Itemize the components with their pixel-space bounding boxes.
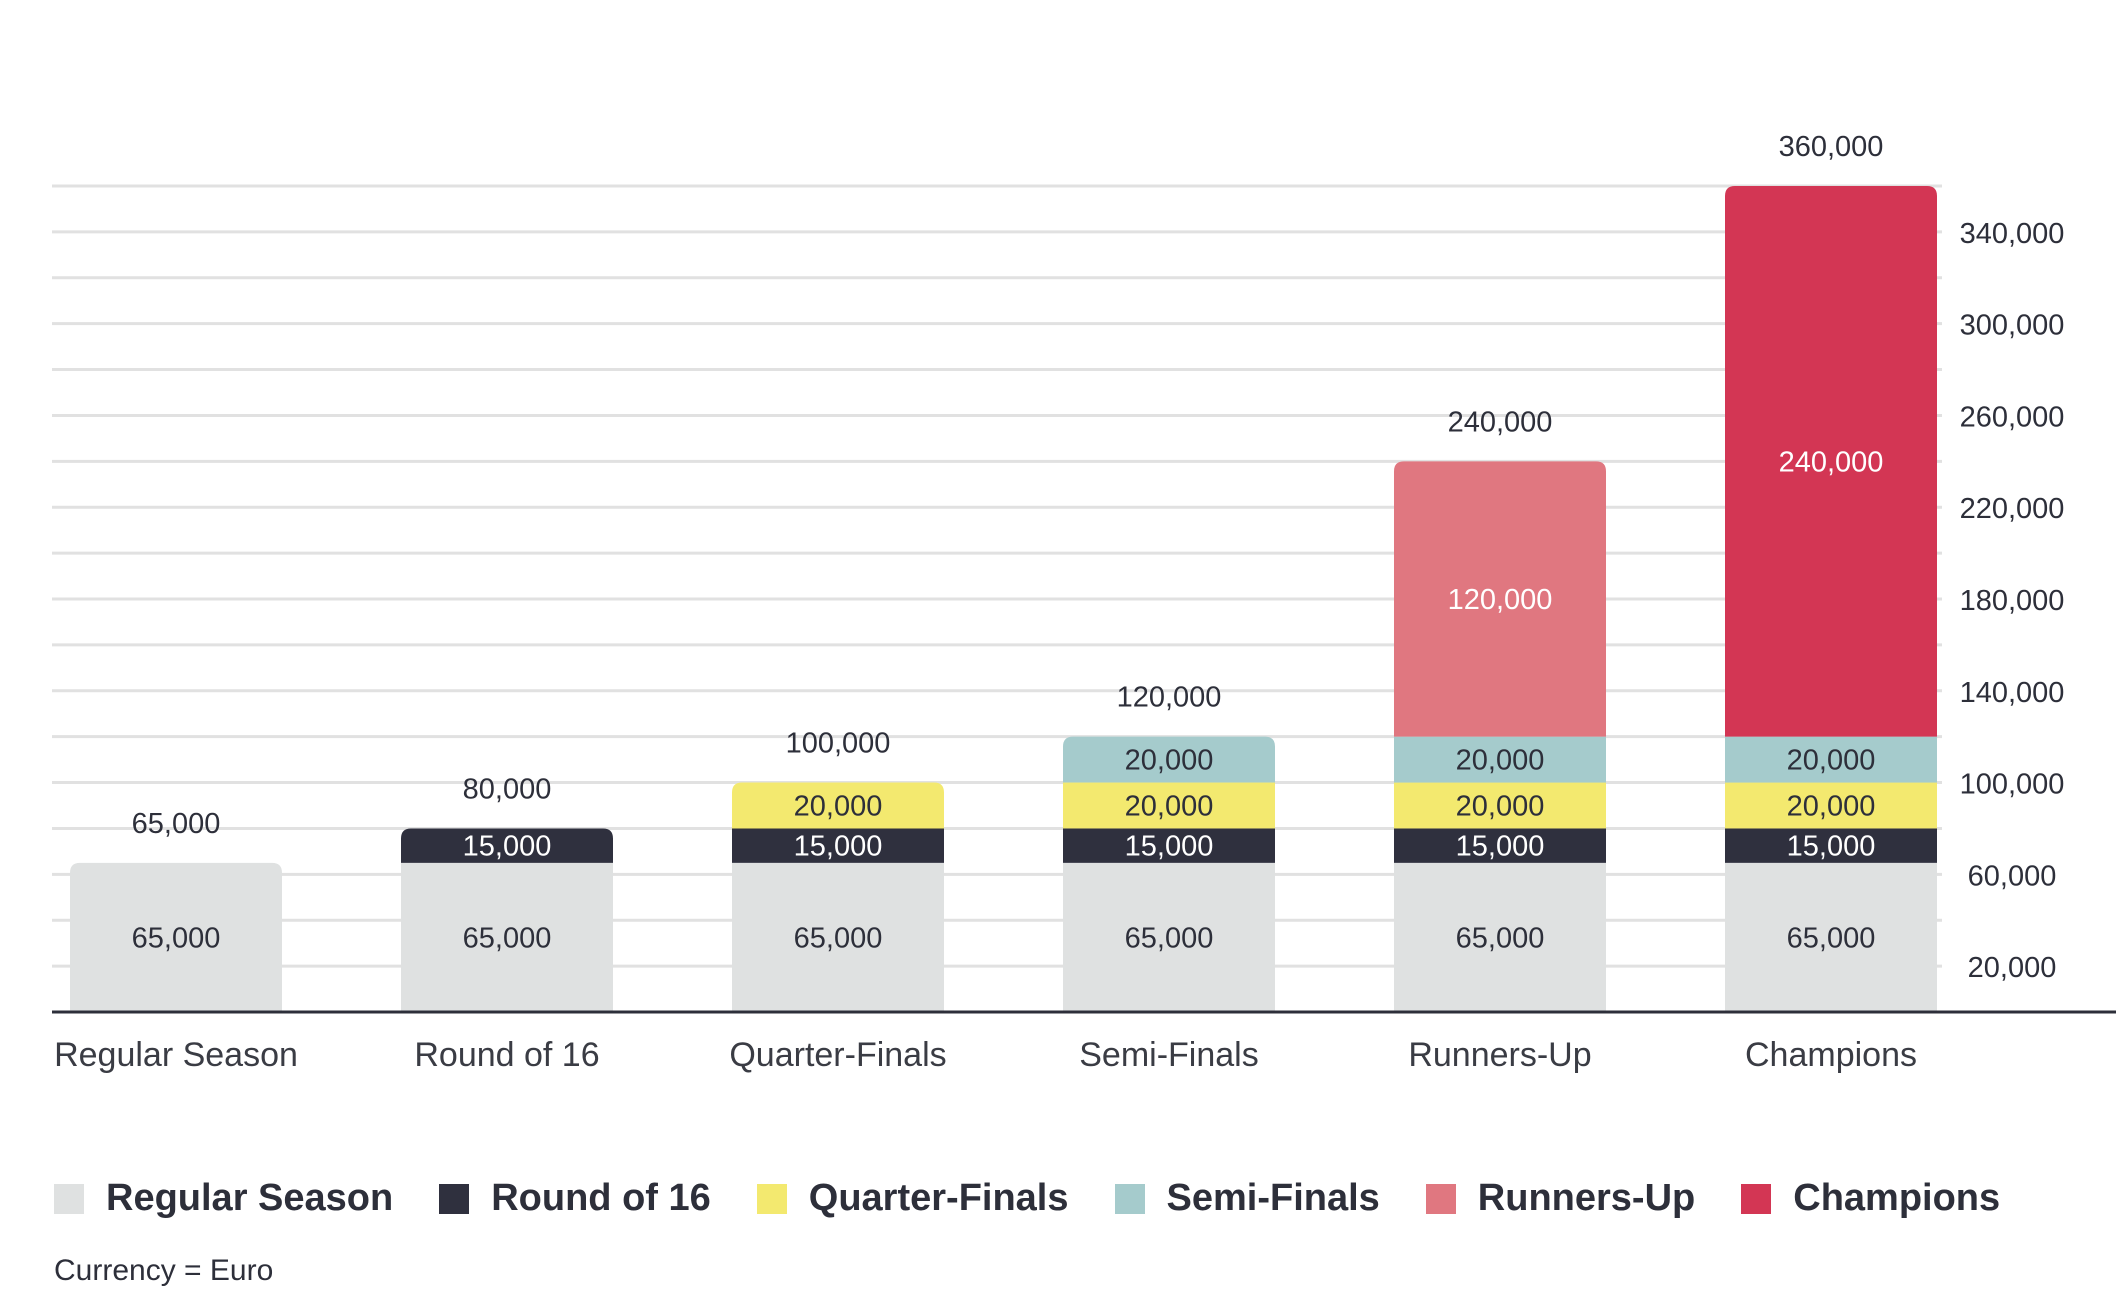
bar-value-label: 65,000	[463, 922, 552, 954]
legend-swatch	[1741, 1183, 1772, 1214]
gridlines	[52, 184, 1942, 968]
bar-value-label: 65,000	[794, 922, 883, 954]
bar-segment	[732, 862, 944, 1012]
y-tick-label: 260,000	[1960, 401, 2065, 433]
legend-label: Regular Season	[106, 1177, 394, 1219]
legend-swatch	[54, 1183, 84, 1214]
y-tick-label: 140,000	[1960, 677, 2065, 709]
bar-segment	[1394, 782, 1606, 829]
legend-item: Quarter-Finals	[756, 1177, 1069, 1220]
bar-segment	[401, 828, 613, 863]
bar-segment	[1725, 862, 1937, 1012]
bar-segment	[1063, 862, 1275, 1012]
bar-segment	[1063, 782, 1275, 829]
currency-note: Currency = Euro	[54, 1254, 274, 1287]
bar-value-label: 20,000	[1456, 745, 1545, 777]
bar-segment	[70, 862, 282, 1012]
bar-total-label: 65,000	[132, 808, 221, 840]
y-tick-label: 220,000	[1960, 493, 2065, 525]
bar-value-label: 65,000	[1125, 922, 1214, 954]
bar-value-label: 240,000	[1779, 446, 1884, 478]
legend-label: Semi-Finals	[1166, 1177, 1380, 1219]
bar-segment	[732, 782, 944, 829]
x-category-label: Semi-Finals	[1079, 1036, 1258, 1074]
y-tick-label: 60,000	[1968, 860, 2057, 892]
legend-item: Runners-Up	[1425, 1177, 1696, 1220]
legend-swatch	[1425, 1183, 1456, 1214]
legend-label: Quarter-Finals	[808, 1177, 1069, 1219]
legend-item: Regular Season	[54, 1177, 393, 1220]
legend-label: Champions	[1793, 1177, 2001, 1219]
legend-label: Runners-Up	[1477, 1177, 1696, 1219]
legend-item: Round of 16	[439, 1177, 711, 1220]
bar-value-label: 20,000	[1787, 745, 1876, 777]
bar-value-label: 120,000	[1448, 584, 1553, 616]
legend-item: Champions	[1741, 1177, 2000, 1220]
bar-value-label: 20,000	[1456, 791, 1545, 823]
bar-total-label: 240,000	[1448, 406, 1553, 438]
bar-total-label: 120,000	[1117, 682, 1222, 714]
legend-item: Semi-Finals	[1114, 1177, 1380, 1220]
bar-segment	[1725, 828, 1937, 863]
bar-segment	[1063, 828, 1275, 863]
bar-segment	[1394, 828, 1606, 863]
bar-value-label: 65,000	[1787, 922, 1876, 954]
x-category-label: Quarter-Finals	[729, 1036, 946, 1074]
y-tick-label: 100,000	[1960, 769, 2065, 801]
y-tick-label: 20,000	[1968, 952, 2057, 984]
bar-value-label: 15,000	[794, 831, 883, 863]
bar-value-label: 15,000	[1456, 831, 1545, 863]
x-category-label: Round of 16	[414, 1036, 599, 1074]
x-category-label: Champions	[1745, 1036, 1917, 1074]
bar-value-label: 65,000	[1456, 922, 1545, 954]
bar-value-label: 65,000	[132, 922, 221, 954]
bar-value-label: 20,000	[794, 791, 883, 823]
bar-segment	[732, 828, 944, 863]
labels: 20,000 60,000 100,000 140,000 180,000 220,000…	[54, 131, 2064, 1074]
x-category-label: Runners-Up	[1408, 1036, 1591, 1074]
bar-segment	[1394, 862, 1606, 1012]
bar-total-label: 80,000	[463, 773, 552, 805]
y-tick-label: 300,000	[1960, 310, 2065, 342]
bars	[70, 186, 1937, 1012]
bar-value-label: 15,000	[463, 831, 552, 863]
bar-segment	[1725, 736, 1937, 783]
y-tick-label: 180,000	[1960, 585, 2065, 617]
bar-value-label: 15,000	[1787, 831, 1876, 863]
bar-total-label: 100,000	[786, 728, 891, 760]
legend-label: Round of 16	[491, 1177, 711, 1219]
legend-swatch	[439, 1183, 470, 1214]
bar-segment	[1063, 736, 1275, 783]
x-category-label: Regular Season	[54, 1036, 298, 1074]
bar-total-label: 360,000	[1779, 131, 1884, 163]
bar-segment	[1725, 782, 1937, 829]
bar-segment	[401, 862, 613, 1012]
bar-value-label: 20,000	[1125, 745, 1214, 777]
legend-swatch	[756, 1183, 787, 1214]
bar-value-label: 20,000	[1787, 791, 1876, 823]
legend: Regular Season Round of 16 Quarter-Finals S…	[54, 1177, 2046, 1220]
y-tick-label: 340,000	[1960, 218, 2065, 250]
bar-segment	[1394, 736, 1606, 783]
bar-value-label: 15,000	[1125, 831, 1214, 863]
bar-value-label: 20,000	[1125, 791, 1214, 823]
bar-segment	[1725, 186, 1937, 737]
bar-segment	[1394, 461, 1606, 737]
legend-swatch	[1114, 1183, 1145, 1214]
